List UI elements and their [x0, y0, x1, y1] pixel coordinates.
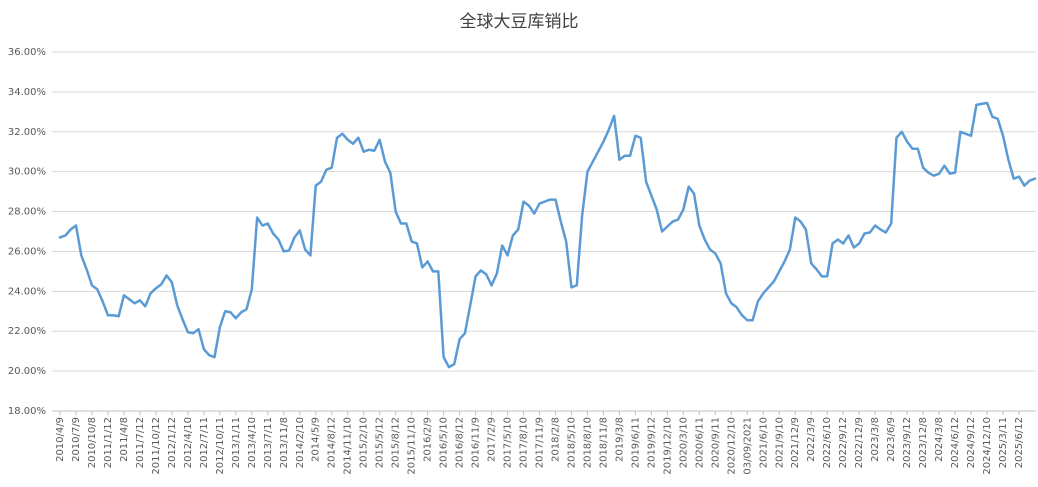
x-tick-label: 2017/5/10 — [503, 417, 514, 468]
x-tick-label: 2012/1/12 — [167, 417, 178, 468]
x-tick-label: 2020/3/10 — [678, 417, 689, 468]
x-tick-label: 2023/9/12 — [902, 417, 913, 468]
x-tick-label: 2010/7/9 — [71, 417, 82, 462]
x-tick-label: 2019/9/12 — [646, 417, 657, 468]
x-tick-label: 2011/1/12 — [103, 417, 114, 468]
y-tick-label: 26.00% — [8, 246, 46, 257]
y-tick-label: 30.00% — [8, 167, 46, 178]
x-tick-label: 2012/4/10 — [183, 417, 194, 468]
x-tick-label: 2016/2/9 — [423, 417, 434, 462]
y-tick-label: 24.00% — [8, 286, 46, 297]
x-tick-label: 2013/7/11 — [263, 417, 274, 468]
x-tick-label: 2012/10/11 — [215, 417, 226, 475]
x-tick-label: 2014/8/12 — [327, 417, 338, 468]
x-tick-label: 2015/2/10 — [359, 417, 370, 468]
x-tick-label: 2020/12/10 — [726, 417, 737, 475]
x-tick-label: 2023/6/9 — [886, 417, 897, 462]
x-tick-label: 2020/9/11 — [710, 417, 721, 468]
x-tick-label: 2014/5/9 — [311, 417, 322, 462]
data-line — [58, 101, 1037, 369]
x-tick-label: 2010/10/8 — [87, 417, 98, 468]
x-tick-label: 2016/8/12 — [455, 417, 466, 468]
y-tick-label: 22.00% — [8, 326, 46, 337]
chart-title: 全球大豆库销比 — [460, 12, 579, 32]
x-tick-label: 2022/9/12 — [838, 417, 849, 468]
x-tick-label: 2018/11/8 — [598, 417, 609, 468]
x-tick-label: 2024/12/10 — [982, 417, 993, 475]
x-tick-label: 2020/6/11 — [694, 417, 705, 468]
x-tick-label: 2021/12/9 — [790, 417, 801, 468]
x-tick-label: 2013/1/11 — [231, 417, 242, 468]
x-tick-label: 2012/7/11 — [199, 417, 210, 468]
x-tick-label: 2024/3/8 — [934, 417, 945, 462]
x-tick-label: 2019/6/11 — [630, 417, 641, 468]
x-tick-label: 2022/12/9 — [854, 417, 865, 468]
y-tick-label: 36.00% — [8, 47, 46, 58]
x-tick-label: 2015/5/12 — [375, 417, 386, 468]
x-tick-label: 2011/4/8 — [119, 417, 130, 462]
x-tick-label: 2023/3/8 — [870, 417, 881, 462]
x-tick-label: 2011/7/12 — [135, 417, 146, 468]
x-tick-label: 03/09/2021 — [742, 417, 753, 475]
x-tick-label: 2014/11/10 — [343, 417, 354, 475]
x-tick-label: 2018/5/10 — [566, 417, 577, 468]
x-tick-label: 2021/6/10 — [758, 417, 769, 468]
x-tick-label: 2015/11/10 — [407, 417, 418, 475]
x-tick-label: 2024/6/12 — [950, 417, 961, 468]
y-tick-label: 18.00% — [8, 406, 46, 417]
x-tick-label: 2016/5/10 — [439, 417, 450, 468]
y-tick-label: 32.00% — [8, 127, 46, 138]
x-tick-label: 2023/12/8 — [918, 417, 929, 468]
y-tick-label: 28.00% — [8, 207, 46, 218]
x-tick-label: 2011/10/12 — [151, 417, 162, 475]
x-tick-label: 2021/9/10 — [774, 417, 785, 468]
x-tick-label: 2025/3/11 — [998, 417, 1009, 468]
x-tick-label: 2019/12/10 — [662, 417, 673, 475]
x-tick-label: 2013/4/10 — [247, 417, 258, 468]
x-tick-label: 2017/11/9 — [535, 417, 546, 468]
y-tick-label: 34.00% — [8, 87, 46, 98]
x-tick-label: 2017/8/10 — [519, 417, 530, 468]
x-tick-label: 2022/3/9 — [806, 417, 817, 462]
x-tick-label: 2015/8/12 — [391, 417, 402, 468]
x-tick-label: 2018/2/8 — [550, 417, 561, 462]
y-tick-label: 20.00% — [8, 366, 46, 377]
x-tick-label: 2014/2/10 — [295, 417, 306, 468]
x-tick-label: 2022/6/10 — [822, 417, 833, 468]
x-tick-label: 2025/6/12 — [1014, 417, 1025, 468]
x-tick-label: 2024/9/12 — [966, 417, 977, 468]
x-tick-label: 2018/8/10 — [582, 417, 593, 468]
x-tick-label: 2016/11/9 — [471, 417, 482, 468]
x-tick-label: 2013/11/8 — [279, 417, 290, 468]
x-tick-label: 2010/4/9 — [55, 417, 66, 462]
x-tick-label: 2019/3/8 — [614, 417, 625, 462]
x-tick-label: 2017/2/9 — [487, 417, 498, 462]
